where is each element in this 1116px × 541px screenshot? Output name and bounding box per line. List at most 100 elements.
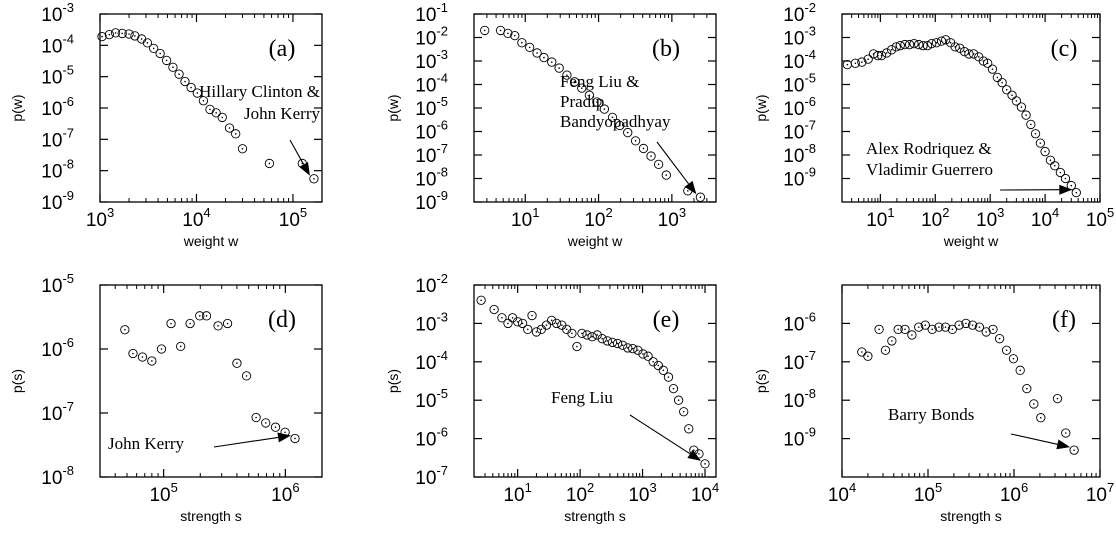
annotation-arrow (999, 184, 1073, 195)
x-axis-label: strength s (564, 508, 625, 524)
x-tick-label: 107 (1086, 480, 1114, 506)
data-point (224, 123, 235, 133)
x-axis-label: strength s (940, 508, 1001, 524)
data-point (1011, 96, 1022, 106)
data-point (863, 54, 873, 64)
data-point (161, 55, 172, 66)
data-point (1007, 90, 1017, 100)
data-point (638, 143, 649, 154)
data-point (934, 322, 944, 332)
data-point (513, 317, 523, 327)
plot-frame (473, 284, 717, 478)
x-axis-label: weight w (567, 233, 623, 249)
panel-c: 101 102 103 104 10510-910-810-710-610-510-41… (753, 0, 1114, 249)
data-point (532, 48, 542, 58)
y-tick-label: 10-9 (415, 188, 448, 214)
data-point (480, 25, 490, 36)
data-point (562, 70, 572, 80)
data-point (584, 90, 595, 100)
data-point (969, 49, 979, 59)
data-point (503, 28, 513, 39)
data-point (599, 104, 610, 114)
y-tick-label: 10-9 (783, 425, 816, 451)
x-tick-label: 102 (921, 205, 949, 231)
data-point (176, 341, 186, 352)
y-tick-label: 10-7 (41, 125, 74, 151)
data-point (261, 418, 271, 428)
data-point (130, 31, 140, 41)
data-point (983, 58, 993, 68)
data-point (577, 328, 587, 339)
panel-tag: (e) (653, 307, 680, 333)
data-point (1029, 399, 1039, 409)
data-point (205, 104, 215, 115)
data-point (947, 324, 958, 334)
y-tick-label: 10-5 (415, 386, 448, 412)
panel-f: 104 105 106 107 10-9 10-8 10-7 10-6 strength s p(… (753, 284, 1114, 524)
data-point (567, 328, 577, 339)
data-point (700, 459, 710, 469)
data-point (612, 338, 623, 349)
data-point (1036, 413, 1046, 423)
data-point (592, 97, 602, 107)
data-point (893, 324, 903, 334)
data-point (503, 318, 513, 329)
data-point (97, 31, 107, 42)
y-axis-label: p(s) (9, 369, 25, 393)
y-tick-label: 10-6 (41, 94, 74, 120)
data-point (638, 349, 648, 359)
data-point (1060, 173, 1071, 184)
x-axis-label: weight w (183, 233, 239, 249)
data-point (211, 108, 221, 118)
y-tick-label: 10-6 (783, 309, 816, 335)
y-tick-label: 10-3 (41, 0, 74, 26)
panel-tag: (a) (269, 36, 296, 62)
panel-b: 101 102 10310-910-810-710-610-510-410-310-… (385, 0, 717, 249)
data-point (1071, 187, 1081, 198)
data-point (607, 112, 618, 123)
y-tick-label: 10-3 (783, 24, 816, 50)
data-point (117, 28, 127, 39)
y-tick-label: 10-1 (415, 0, 448, 26)
data-point (1001, 345, 1012, 355)
data-point (156, 344, 167, 354)
data-point (679, 407, 689, 417)
panel-tag: (d) (268, 307, 296, 333)
data-point (1050, 161, 1060, 171)
data-point (186, 82, 196, 93)
data-point (137, 352, 148, 362)
data-point (663, 372, 674, 382)
data-point (551, 318, 562, 329)
y-axis-label: p(w) (385, 94, 401, 121)
data-point (168, 62, 178, 72)
data-point (1040, 146, 1050, 157)
annotation-text: Alex Rodriquez & (866, 139, 992, 158)
data-point (941, 35, 951, 45)
x-axis-label: weight w (943, 233, 999, 249)
x-tick-label: 106 (271, 480, 299, 506)
x-tick-label: 105 (1086, 205, 1114, 231)
annotation-text: Feng Liu (551, 388, 613, 407)
data-point (128, 348, 138, 359)
data-point (264, 158, 275, 169)
x-tick-label: 105 (279, 205, 307, 231)
data-point (582, 330, 592, 340)
data-point (217, 112, 227, 123)
y-tick-label: 10-4 (41, 31, 74, 57)
data-point (842, 59, 852, 70)
data-point (517, 318, 528, 329)
annotation-text: Feng Liu & (560, 72, 639, 91)
y-tick-label: 10-3 (415, 47, 448, 73)
data-point (572, 341, 582, 352)
data-point (213, 321, 223, 331)
x-tick-label: 103 (628, 480, 656, 506)
data-point (201, 311, 212, 321)
data-point (510, 30, 520, 41)
y-tick-label: 10-9 (41, 188, 74, 214)
data-point (1026, 119, 1036, 130)
data-point (174, 69, 184, 79)
x-tick-label: 104 (691, 480, 719, 506)
data-point (1035, 138, 1046, 148)
data-point (136, 34, 147, 44)
y-tick-label: 10-8 (41, 463, 74, 489)
